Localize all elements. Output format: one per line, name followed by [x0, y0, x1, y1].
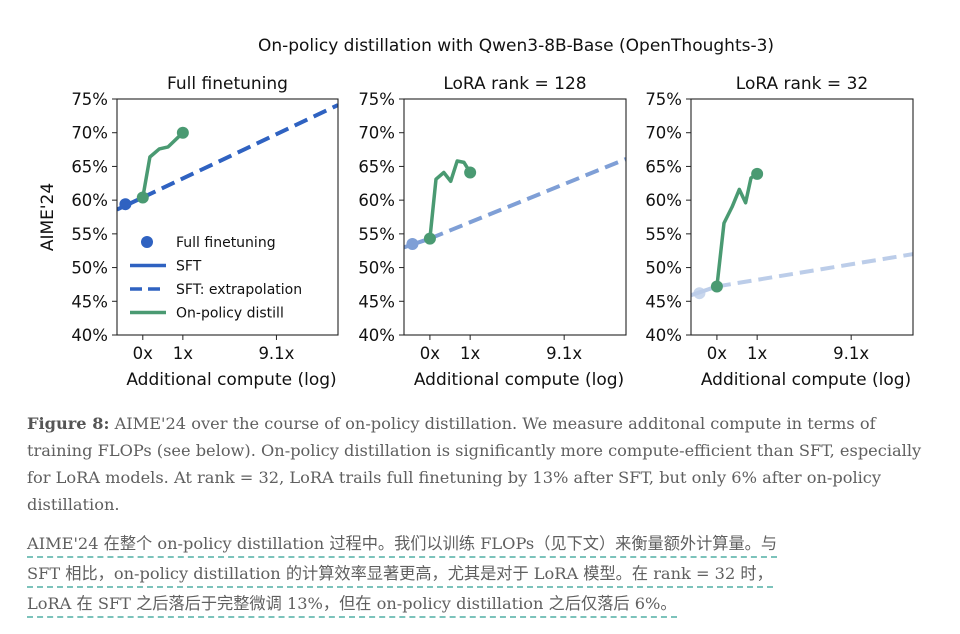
translation-line: SFT 相比，on-policy distillation 的计算效率显著更高，… — [27, 563, 773, 588]
legend-item: Full finetuning — [141, 235, 276, 251]
plot-area — [404, 157, 626, 250]
y-tick-label: 60% — [71, 191, 108, 210]
y-tick-label: 65% — [71, 157, 108, 176]
y-tick-label: 75% — [645, 90, 682, 109]
sft-point — [693, 287, 706, 300]
legend-label: SFT: extrapolation — [176, 282, 302, 298]
x-tick-label: 9.1x — [258, 344, 294, 363]
figure: On-policy distillation with Qwen3-8B-Bas… — [38, 36, 914, 390]
sft-extrapolation-line — [429, 157, 626, 241]
sft-extrapolation-line — [716, 252, 913, 289]
y-tick-label: 55% — [645, 225, 682, 244]
y-tick-label: 75% — [71, 90, 108, 109]
panel-2: LoRA rank = 32 40% 45% 50% 55% 60% 65% 70% 75% 0x… — [645, 74, 914, 390]
figure-caption: Figure 8: AIME'24 over the course of on-… — [27, 410, 927, 518]
x-tick-label: 0x — [707, 344, 727, 363]
panel-title: Full finetuning — [167, 74, 288, 94]
y-tick-label: 55% — [71, 225, 108, 244]
axes-frame — [690, 98, 914, 336]
axes-frame — [116, 98, 339, 336]
y-tick-label: 45% — [71, 292, 108, 311]
sft-point — [119, 198, 132, 211]
x-tick-label: 1x — [747, 344, 767, 363]
y-tick-label: 45% — [358, 292, 395, 311]
y-tick-label: 40% — [71, 326, 108, 345]
y-tick-label: 50% — [358, 259, 395, 278]
legend-marker-icon — [141, 236, 153, 248]
x-axis-label: Additional compute (log) — [126, 370, 336, 390]
y-tick-label: 45% — [645, 292, 682, 311]
y-tick-label: 50% — [645, 259, 682, 278]
x-axis-label: Additional compute (log) — [701, 370, 911, 390]
y-tick-label: 40% — [645, 326, 682, 345]
panel-title: LoRA rank = 128 — [443, 74, 586, 94]
plot-area — [691, 167, 913, 300]
legend-item: On-policy distill — [130, 306, 284, 322]
legend-label: On-policy distill — [176, 306, 284, 322]
legend-label: SFT — [176, 259, 202, 275]
legend-label: Full finetuning — [176, 235, 276, 251]
x-tick-label: 9.1x — [546, 344, 582, 363]
x-tick-label: 1x — [460, 344, 480, 363]
panels: Full finetuning 40% 45% 50% 55% 60% 65% 70% 75% 0… — [71, 74, 914, 390]
caption-label: Figure 8: — [27, 414, 110, 433]
on-policy-line — [715, 172, 759, 287]
legend: Full finetuning SFT SFT: extrapolation On-p… — [130, 235, 302, 322]
on-policy-end-point — [464, 166, 477, 179]
translation-line: LoRA 在 SFT 之后落后于完整微调 13%，但在 on-policy di… — [27, 593, 677, 618]
y-tick-label: 70% — [645, 124, 682, 143]
translation-line: AIME'24 在整个 on-policy distillation 过程中。我… — [27, 533, 778, 558]
y-tick-label: 40% — [358, 326, 395, 345]
plot-area — [117, 103, 338, 212]
y-tick-label: 70% — [71, 124, 108, 143]
on-policy-end-point — [751, 167, 764, 180]
figure-title: On-policy distillation with Qwen3-8B-Bas… — [258, 36, 774, 56]
y-tick-label: 65% — [645, 157, 682, 176]
x-tick-label: 9.1x — [833, 344, 869, 363]
x-tick-label: 0x — [133, 344, 153, 363]
caption-translation: AIME'24 在整个 on-policy distillation 过程中。我… — [27, 530, 927, 620]
y-tick-label: 65% — [358, 157, 395, 176]
x-tick-label: 1x — [173, 344, 193, 363]
panel-1: LoRA rank = 128 40% 45% 50% 55% 60% 65% 70% 75% 0… — [358, 74, 627, 390]
y-tick-label: 70% — [358, 124, 395, 143]
legend-item: SFT: extrapolation — [130, 282, 302, 298]
panel-title: LoRA rank = 32 — [736, 74, 868, 94]
x-axis-label: Additional compute (log) — [414, 370, 624, 390]
y-tick-label: 55% — [358, 225, 395, 244]
panel-0: Full finetuning 40% 45% 50% 55% 60% 65% 70% 75% 0… — [71, 74, 339, 390]
y-tick-label: 75% — [358, 90, 395, 109]
sft-extrapolation-line — [141, 103, 338, 200]
y-axis-label: AIME'24 — [38, 183, 58, 251]
on-policy-start-point — [136, 191, 149, 204]
sft-point — [406, 237, 419, 250]
on-policy-start-point — [423, 232, 436, 245]
on-policy-start-point — [710, 280, 723, 293]
y-tick-label: 60% — [358, 191, 395, 210]
on-policy-line — [428, 159, 472, 239]
y-tick-label: 50% — [71, 259, 108, 278]
y-tick-label: 60% — [645, 191, 682, 210]
caption-text: AIME'24 over the course of on-policy dis… — [27, 414, 922, 514]
on-policy-end-point — [176, 126, 189, 139]
on-policy-line — [141, 131, 185, 198]
legend-item: SFT — [130, 259, 202, 275]
x-tick-label: 0x — [420, 344, 440, 363]
axes-frame — [403, 98, 627, 336]
